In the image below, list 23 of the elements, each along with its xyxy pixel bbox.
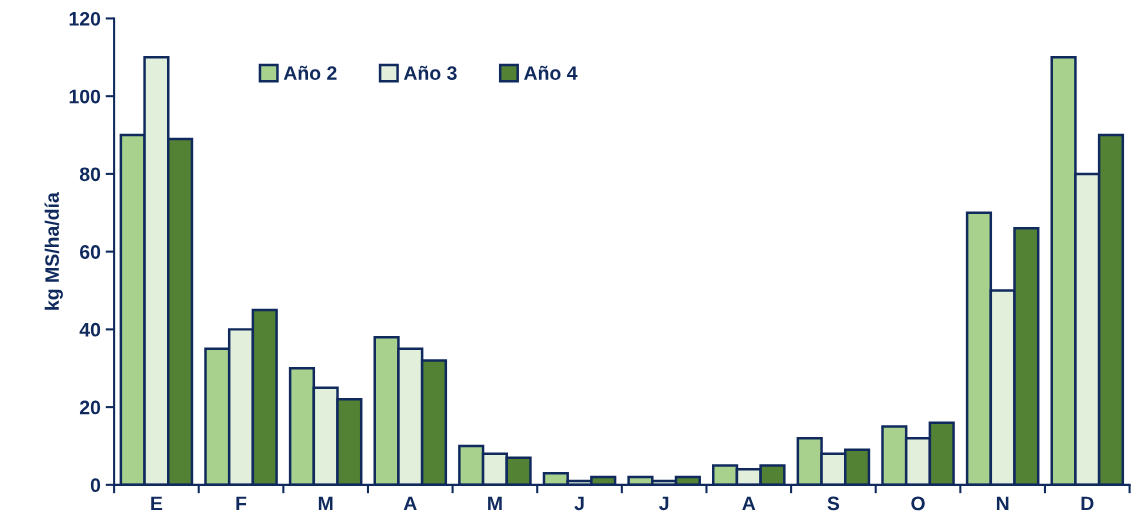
y-tick-label: 20	[79, 400, 101, 415]
y-tick-label: 0	[90, 478, 101, 493]
x-tick-label: D	[1081, 496, 1094, 511]
x-tick-label: A	[403, 496, 417, 511]
y-tick-label: 100	[69, 89, 101, 104]
x-tick-label: S	[827, 496, 840, 511]
x-tick-label: J	[659, 496, 669, 511]
legend-label: Año 3	[403, 65, 457, 80]
legend-label: Año 4	[524, 65, 578, 80]
x-tick-label: M	[488, 496, 502, 511]
x-tick-label: F	[236, 496, 247, 511]
x-tick-label: E	[151, 496, 163, 511]
y-tick-label: 120	[69, 11, 101, 26]
y-tick-label: 40	[79, 322, 101, 337]
y-tick-label: 60	[79, 245, 101, 259]
x-tick-label: A	[742, 496, 756, 511]
y-tick-label: 80	[79, 167, 101, 182]
x-tick-label: O	[911, 496, 925, 511]
x-tick-label: J	[574, 496, 584, 511]
x-tick-label: N	[996, 496, 1009, 511]
x-tick-label: M	[318, 496, 333, 511]
y-axis-title: kg MS/ha/día	[44, 192, 63, 310]
legend-label: Año 2	[283, 65, 337, 80]
